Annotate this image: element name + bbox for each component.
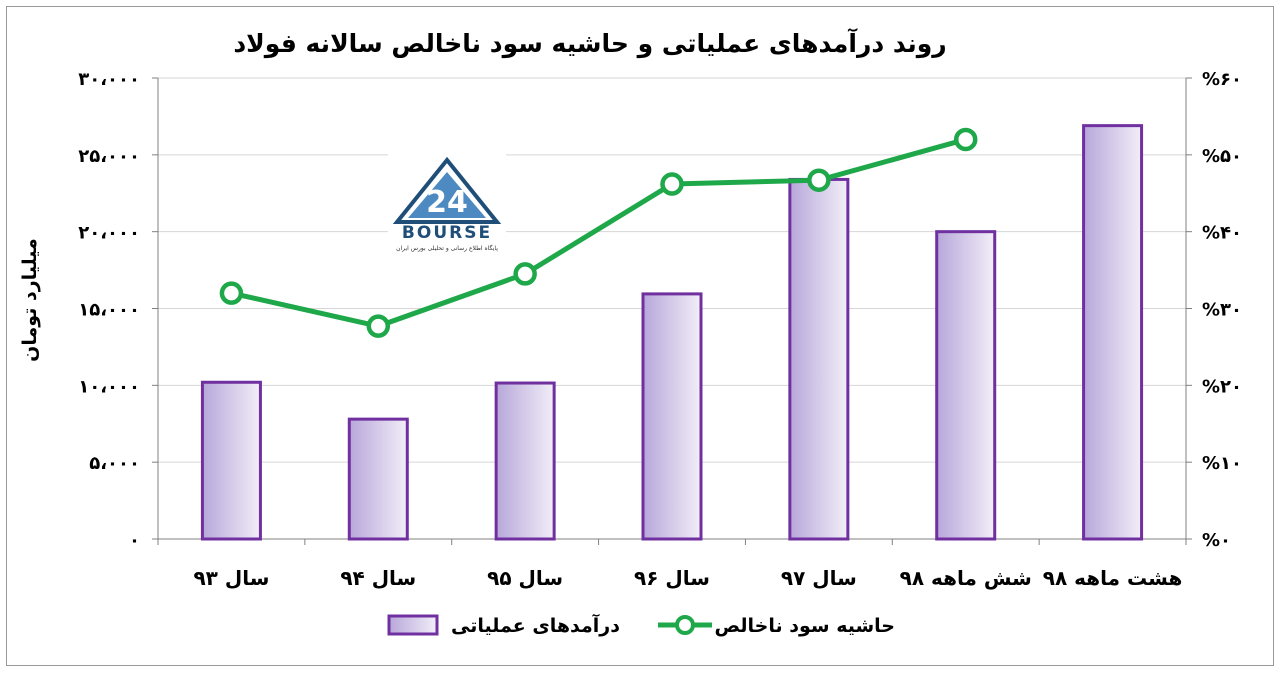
line-point <box>219 281 244 305</box>
right-tick-label: %۱۰ <box>1202 453 1242 474</box>
bar <box>200 380 262 541</box>
left-tick-label: ۵،۰۰۰ <box>89 453 140 474</box>
left-tick-label: ۲۰،۰۰۰ <box>78 223 140 244</box>
left-tick-label: ۱۵،۰۰۰ <box>78 300 140 321</box>
left-tick-label: ۳۰،۰۰۰ <box>78 69 140 90</box>
right-tick-label: %۶۰ <box>1202 69 1242 90</box>
bar <box>347 417 409 541</box>
chart-frame <box>6 6 1274 666</box>
right-tick-label: %۳۰ <box>1202 300 1242 321</box>
legend-swatch-bar <box>387 614 439 636</box>
line-point <box>953 127 978 152</box>
legend-label-line: حاشیه سود ناخالص <box>714 615 895 637</box>
bourse-logo: 24 BOURSE پایگاه اطلاع رسانی و تحلیلی بو… <box>388 152 506 256</box>
legend-label-bar: درآمدهای عملیاتی <box>451 613 620 637</box>
line-point <box>366 314 391 338</box>
y-axis-label-left: میلیارد تومان <box>19 238 41 362</box>
line-path <box>230 137 967 329</box>
line-series <box>219 127 978 338</box>
bar <box>494 381 556 541</box>
bar <box>641 292 703 541</box>
x-tick-label: سال ۹۳ <box>193 566 269 590</box>
left-tick-label: ۲۵،۰۰۰ <box>78 146 140 167</box>
chart-title: روند درآمدهای عملیاتی و حاشیه سود ناخالص… <box>233 28 946 59</box>
x-tick-label: سال ۹۷ <box>781 566 857 590</box>
legend-marker <box>675 615 695 635</box>
line-point <box>807 168 831 192</box>
bar-series <box>200 124 1144 541</box>
right-tick-label: %۴۰ <box>1202 223 1242 244</box>
bar <box>788 177 850 541</box>
right-axis-ticks: %۰ %۱۰ %۲۰ %۳۰ %۴۰ %۵۰ %۶۰ <box>1186 69 1242 551</box>
x-tick-label: سال ۹۴ <box>340 566 416 590</box>
line-point <box>513 262 537 286</box>
right-tick-label: %۲۰ <box>1202 376 1242 397</box>
right-tick-label: %۰ <box>1202 530 1231 551</box>
right-tick-label: %۵۰ <box>1202 146 1242 167</box>
x-tick-label: هشت ماهه ۹۸ <box>1043 566 1183 590</box>
x-tick-label: سال ۹۶ <box>634 566 710 590</box>
left-tick-label: ۰ <box>129 530 140 551</box>
svg-text:24: 24 <box>426 185 468 220</box>
x-tick-label: شش ماهه ۹۸ <box>900 566 1032 590</box>
x-axis-ticks: سال ۹۳ سال ۹۴ سال ۹۵ سال ۹۶ سال ۹۷ شش ماهه ۹۸… <box>157 539 1187 590</box>
bar <box>1082 124 1144 541</box>
left-axis-ticks: ۰ ۵،۰۰۰ ۱۰،۰۰۰ ۱۵،۰۰۰ ۲۰،۰۰۰ ۲۵،۰۰۰ ۳۰،۰۰۰ <box>78 69 158 551</box>
bourse-logo-text: BOURSE <box>402 223 492 243</box>
bourse-logo-caption: پایگاه اطلاع رسانی و تحلیلی بورس ایران <box>396 244 498 252</box>
gridlines <box>158 77 1186 463</box>
legend: درآمدهای عملیاتی حاشیه سود ناخالص <box>387 613 895 637</box>
bar <box>935 230 997 541</box>
x-tick-label: سال ۹۵ <box>487 566 563 590</box>
line-point <box>660 172 684 196</box>
left-tick-label: ۱۰،۰۰۰ <box>78 376 140 397</box>
